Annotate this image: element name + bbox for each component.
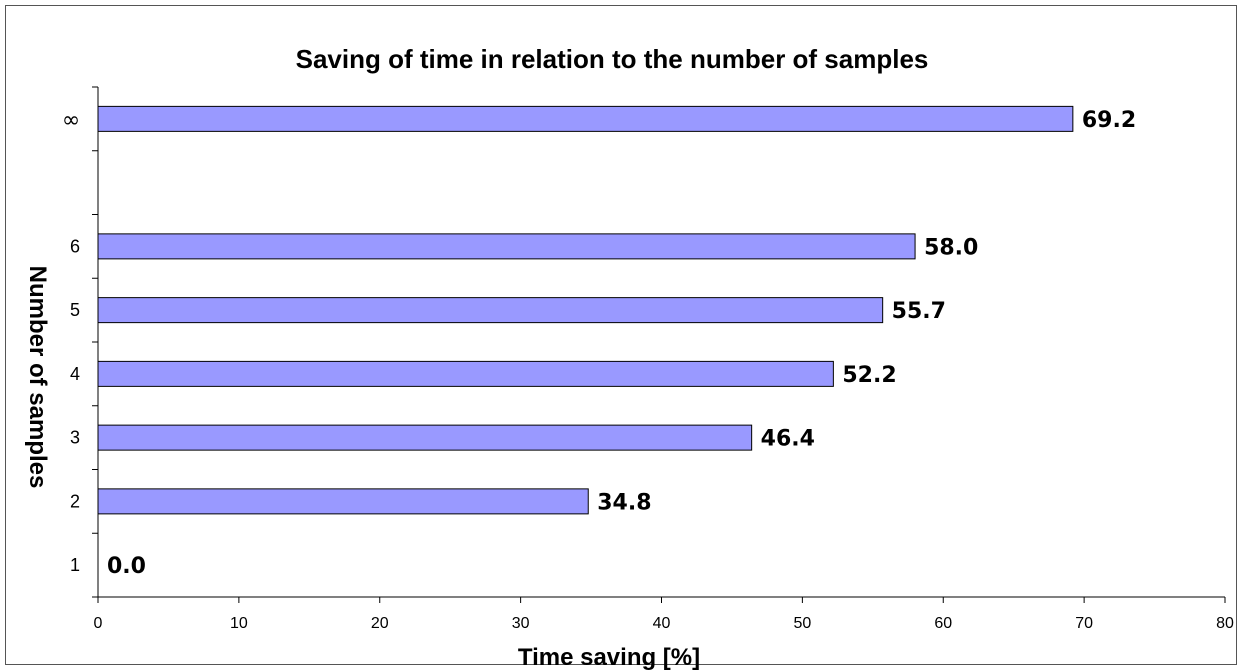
x-tick-label: 80 (1216, 615, 1234, 632)
y-category-label: 2 (70, 491, 80, 511)
plot-area: 0 10 20 30 40 50 60 70 80 1 0.0 2 34.8 3 46.4 4 52.2 5 55.… (62, 86, 1234, 632)
chart-title: Saving of time in relation to the number… (296, 44, 929, 74)
bar (97, 297, 884, 324)
bar (97, 360, 834, 387)
x-tick-label: 60 (934, 615, 952, 632)
chart-frame (5, 5, 1237, 665)
data-label: 0.0 (107, 554, 146, 579)
y-category-label: 3 (70, 428, 80, 448)
x-tick-label: 10 (230, 615, 248, 632)
bar (97, 105, 1074, 132)
x-tick-label: 20 (371, 615, 389, 632)
data-label: 52.2 (842, 363, 896, 388)
x-tick-label: 40 (653, 615, 671, 632)
data-label: 34.8 (597, 490, 651, 515)
bar (97, 488, 589, 515)
data-label: 69.2 (1082, 108, 1136, 133)
bar (97, 233, 916, 260)
y-category-label: 1 (70, 555, 80, 575)
data-label: 46.4 (761, 427, 815, 452)
data-label: 58.0 (924, 235, 978, 260)
x-tick-label: 50 (793, 615, 811, 632)
x-tick-label: 70 (1075, 615, 1093, 632)
x-tick-label: 30 (512, 615, 530, 632)
y-category-label: 4 (70, 364, 80, 384)
y-category-label: 6 (70, 236, 80, 256)
y-axis-title: Number of samples (24, 266, 51, 489)
y-category-label: 5 (70, 300, 80, 320)
y-category-label: ∞ (62, 108, 80, 133)
bar (97, 424, 753, 451)
x-axis-title: Time saving [%] (518, 644, 700, 670)
x-tick-label: 0 (94, 615, 103, 632)
data-label: 55.7 (892, 299, 946, 324)
